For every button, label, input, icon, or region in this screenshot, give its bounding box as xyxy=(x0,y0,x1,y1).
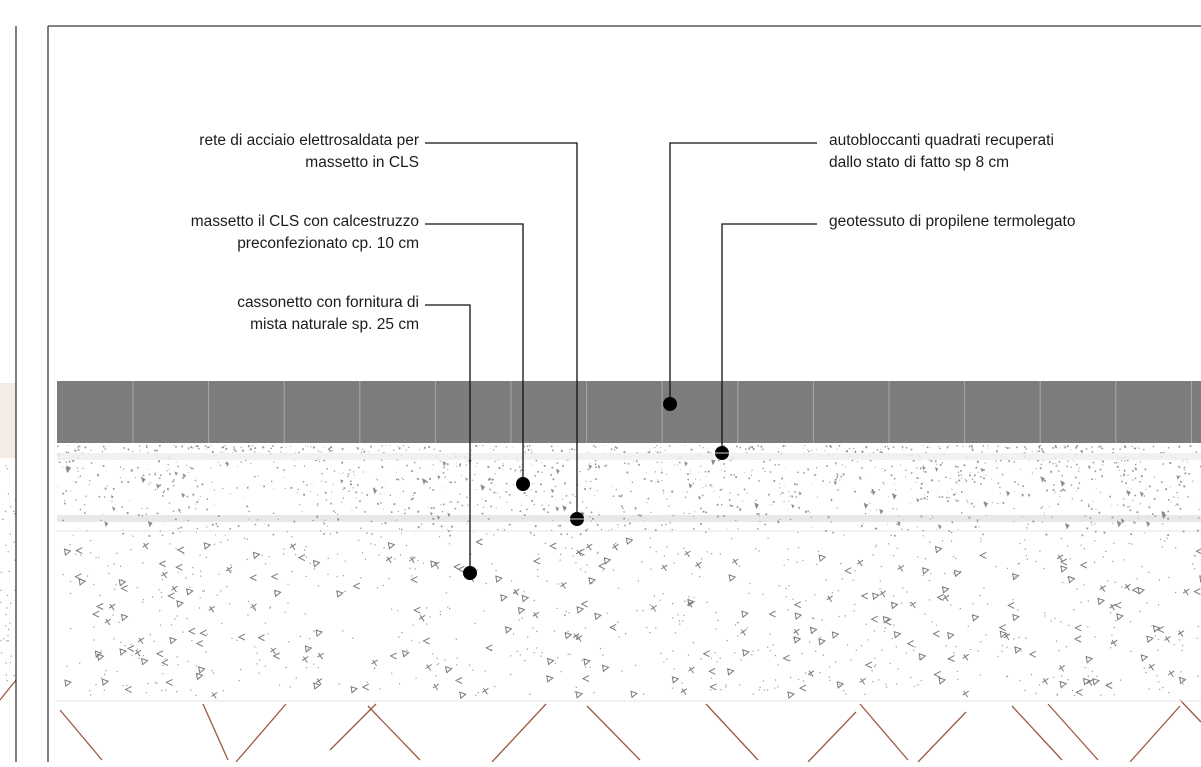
leader-autobloccanti-dot xyxy=(663,397,677,411)
soil-hatch-line xyxy=(330,704,376,750)
leader-massetto-dot xyxy=(516,477,530,491)
soil-hatch-line xyxy=(1130,706,1180,762)
leader-autobloccanti xyxy=(670,143,817,403)
soil-hatch-line xyxy=(706,704,758,760)
soil-hatch-line xyxy=(1180,700,1201,722)
label-massetto: massetto il CLS con calcestruzzo preconf… xyxy=(191,211,419,255)
soil-hatch-line xyxy=(860,704,908,760)
soil-hatch-line xyxy=(587,706,640,760)
label-cassonetto: cassonetto con fornitura di mista natura… xyxy=(237,292,419,336)
paver-layer xyxy=(57,381,1201,443)
gravel-bed-layer xyxy=(57,443,1201,701)
label-geotessuto: geotessuto di propilene termolegato xyxy=(829,211,1075,233)
side-soil-hatch xyxy=(0,680,16,700)
soil-hatch-line xyxy=(60,710,102,760)
soil-hatch-line xyxy=(236,704,286,762)
soil-hatch-line xyxy=(492,704,546,762)
subgrade-hatch xyxy=(60,700,1201,762)
label-autobloccanti: autobloccanti quadrati recuperati dallo … xyxy=(829,130,1054,174)
soil-hatch-line xyxy=(1048,704,1098,760)
left-panel-sliver xyxy=(0,26,17,762)
side-aggregate-texture xyxy=(0,465,17,689)
label-rete: rete di acciaio elettrosaldata per masse… xyxy=(199,130,419,174)
mesh-band xyxy=(57,515,1201,522)
soil-hatch-line xyxy=(918,712,966,762)
side-aggregate-dots xyxy=(0,465,17,689)
soil-hatch-line xyxy=(808,712,856,762)
soil-hatch-line xyxy=(1012,706,1062,760)
soil-hatch-line xyxy=(368,706,420,760)
leader-cassonetto-dot xyxy=(463,566,477,580)
soil-hatch-line xyxy=(203,704,228,760)
geotextile-band xyxy=(57,453,1201,460)
side-band xyxy=(0,383,16,458)
